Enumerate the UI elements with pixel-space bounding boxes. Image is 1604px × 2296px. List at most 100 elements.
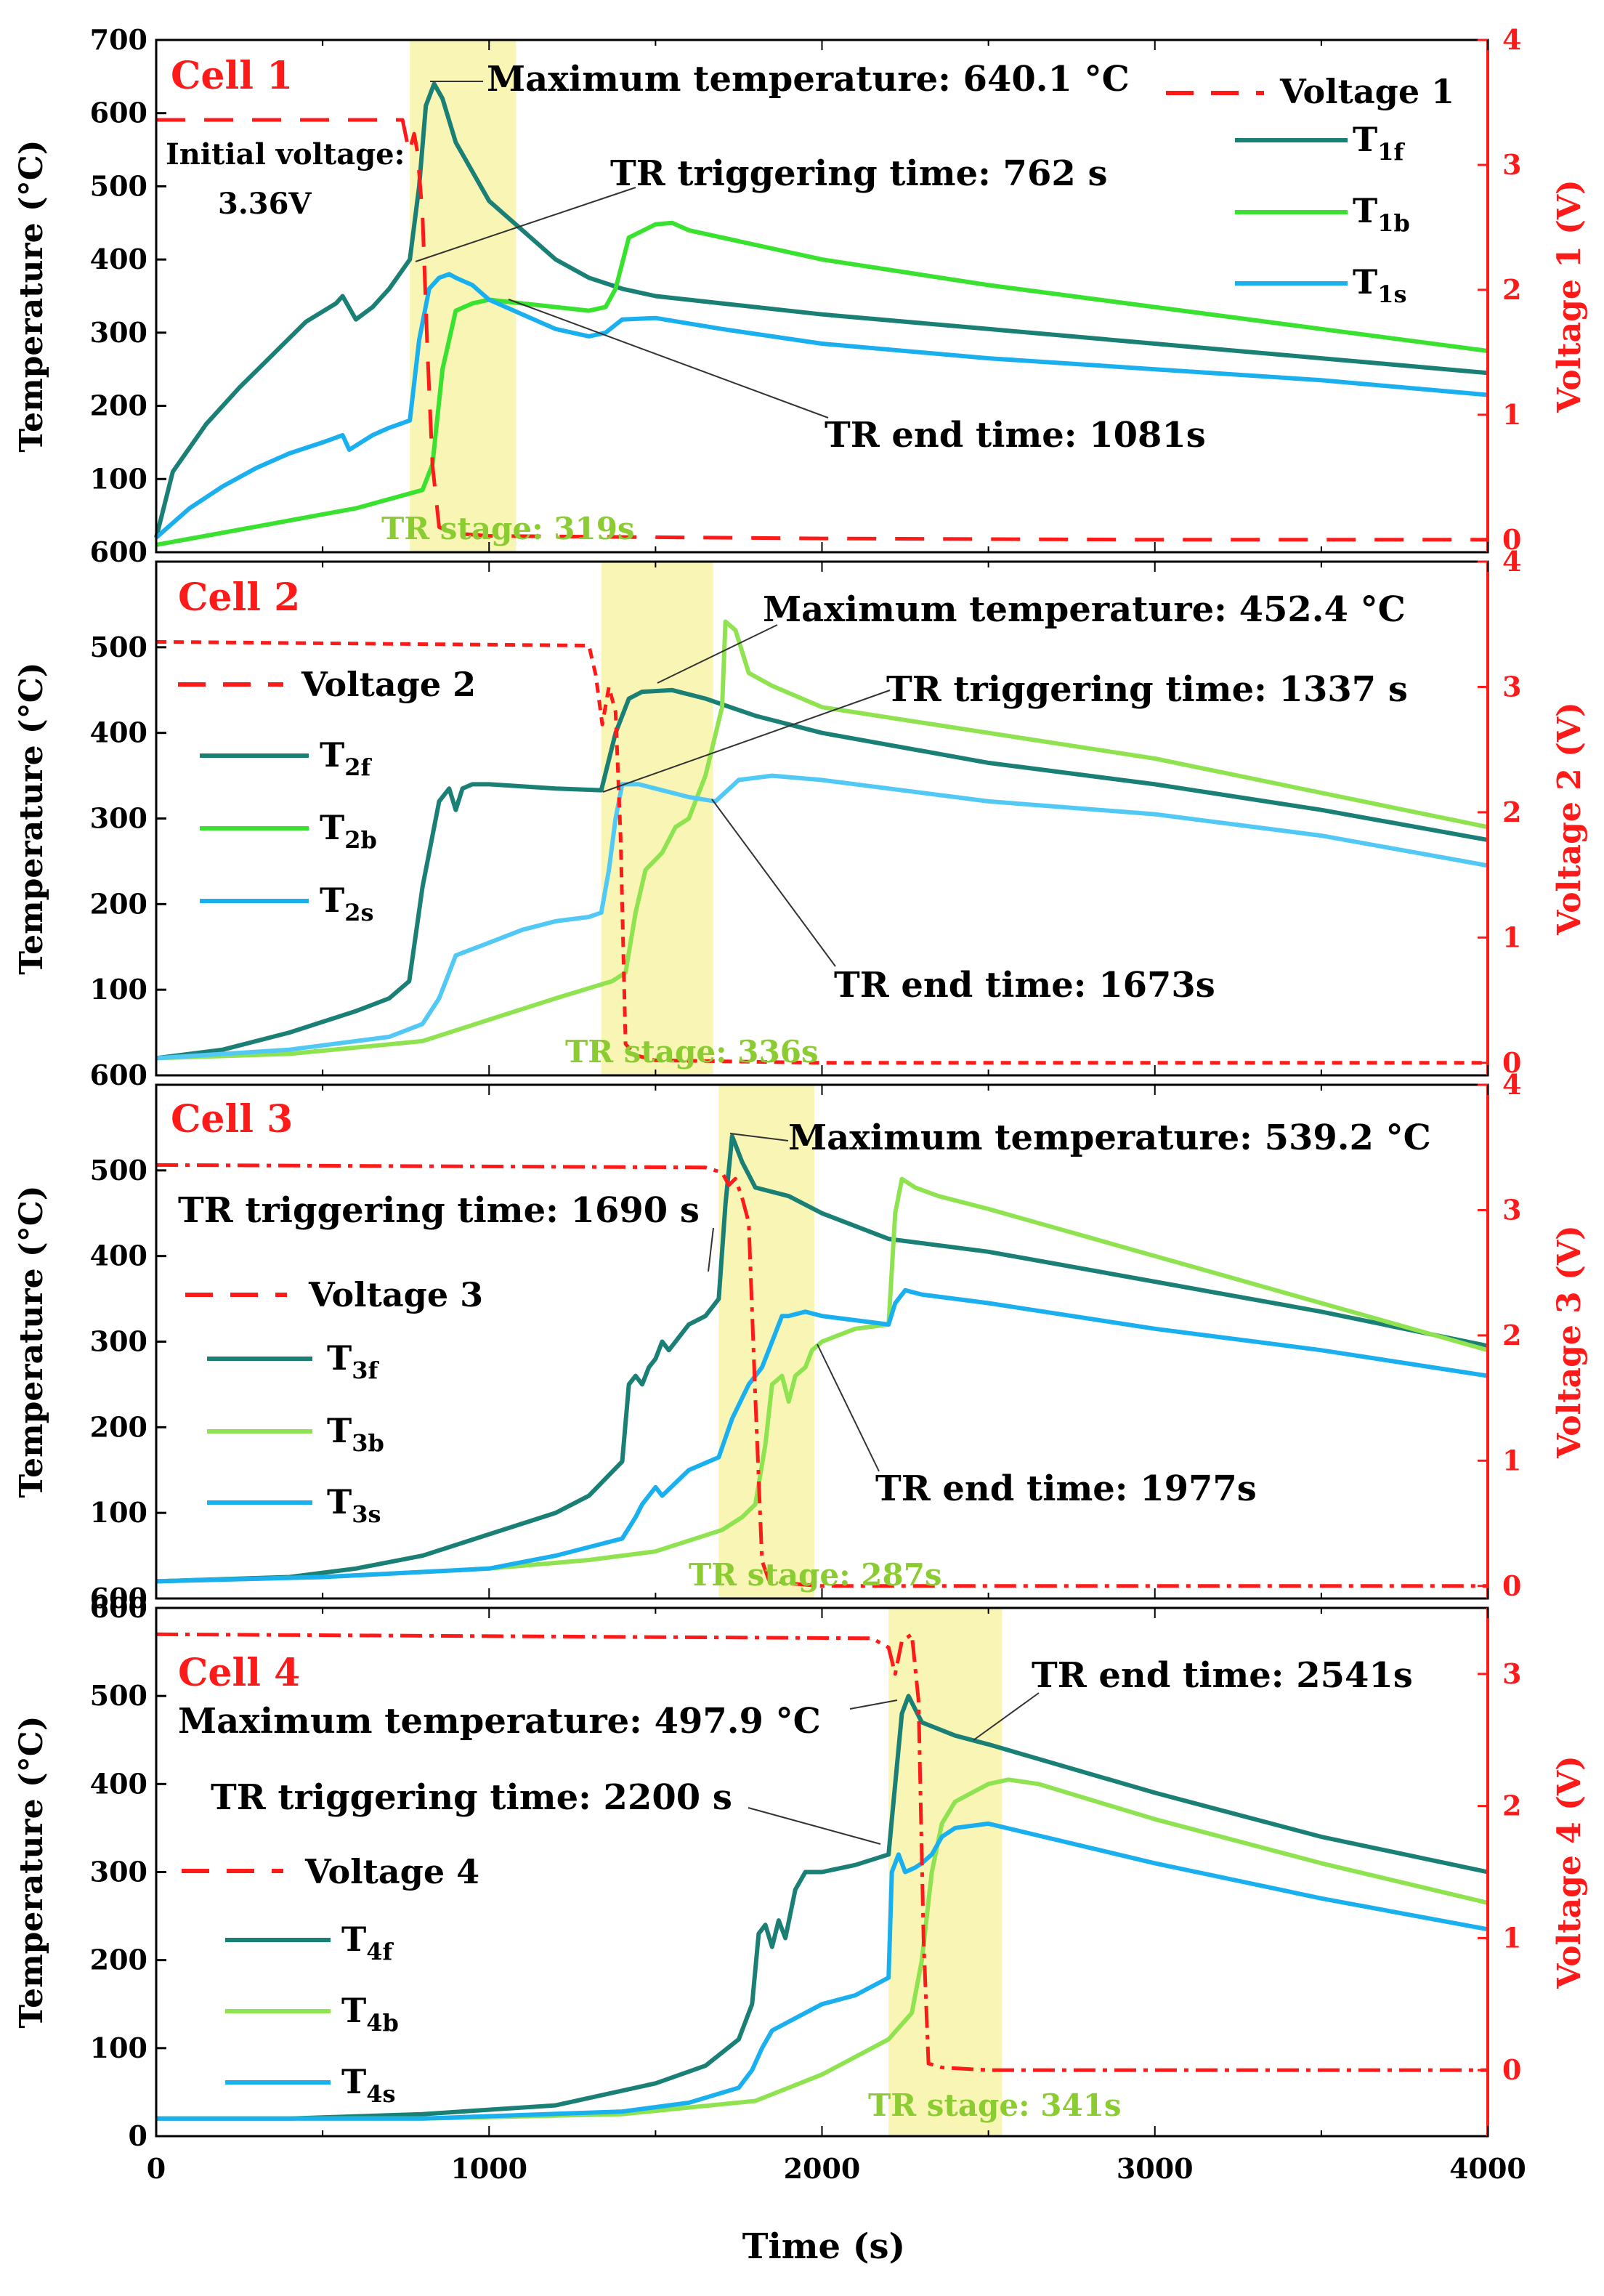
series-t4s-line <box>156 1821 1488 2121</box>
legend-1-t1b-sub: 1b <box>1377 209 1410 237</box>
legend-3-t3s-main: T <box>327 1482 352 1521</box>
cell-2-tr-trigger-label: TR triggering time: 1337 s <box>886 669 1408 710</box>
series-t1b-line <box>155 220 1488 547</box>
cell-1-tr-end-pointer <box>508 299 829 419</box>
panel-2: 600 100 200 300 400 500 0 1 2 3 4 Temperature (°C) V… <box>13 545 1588 1091</box>
panel-1-frame <box>155 39 1489 554</box>
cell-4-tr-end-pointer <box>973 1692 1040 1741</box>
series-t1s-line <box>155 272 1488 540</box>
x-tick-label: 2000 <box>784 2152 861 2185</box>
legend-2-t2b-main: T <box>320 808 344 847</box>
y-tick-label: 400 <box>90 1240 147 1272</box>
y2-tick-label: 2 <box>1502 273 1521 306</box>
cell-4-tr-end-label: TR end time: 2541s <box>1032 1655 1413 1696</box>
cell-3-tr-end-label: TR end time: 1977s <box>875 1468 1257 1509</box>
cell-3-max-temp-label: Maximum temperature: 539.2 °C <box>788 1117 1431 1158</box>
cell-4-max-temp-label: Maximum temperature: 497.9 °C <box>178 1701 821 1742</box>
legend-2-t2f-label: T2f <box>320 735 373 781</box>
y-tick-label: 700 <box>90 23 147 56</box>
legend-1: Voltage 1 T1f T1b T1s <box>1166 72 1454 308</box>
legend-1-t1f-sub: 1f <box>1377 138 1405 166</box>
panel-1-y2-axis-label: Voltage 1 (V) <box>1551 179 1588 413</box>
legend-4-t4f-label: T4f <box>341 1920 394 1965</box>
cell-1-tr-trigger-label: TR triggering time: 762 s <box>610 153 1107 194</box>
legend-3-t3b-sub: 3b <box>352 1429 384 1457</box>
y-tick-label: 600 <box>90 1591 147 1624</box>
legend-3-t3f-main: T <box>327 1338 352 1378</box>
cell-3-tr-stage-label: TR stage: 287s <box>689 1557 942 1593</box>
series-t2s-line <box>155 773 1488 1061</box>
cell-3-max-temp-pointer <box>729 1133 789 1141</box>
y2-tick-label: 3 <box>1502 670 1521 703</box>
legend-1-t1s-main: T <box>1353 262 1377 302</box>
y-tick-label: 100 <box>90 2032 147 2064</box>
y2-tick-label: 2 <box>1502 796 1521 828</box>
legend-2-voltage-label: Voltage 2 <box>301 665 476 704</box>
cell-2-tr-end-label: TR end time: 1673s <box>834 965 1215 1006</box>
cell-4-max-temp-pointer <box>849 1699 898 1710</box>
legend-2-t2s-main: T <box>320 881 344 920</box>
cell-3-tr-trigger-label: TR triggering time: 1690 s <box>178 1190 700 1231</box>
series-voltage-4-line <box>155 1632 1488 2072</box>
legend-3-t3b-main: T <box>327 1411 352 1450</box>
y2-tick-label: 1 <box>1502 921 1521 953</box>
y-tick-label: 500 <box>90 169 147 202</box>
series-voltage-2-line <box>155 639 1488 1065</box>
panels: 600 100 200 300 400 500 600 700 0 1 2 3 4 Temperature… <box>13 23 1588 2185</box>
panel-3: 600 100 200 300 400 500 0 1 2 3 4 Temperature (°C) V… <box>13 1068 1588 1614</box>
legend-4-t4s-label: T4s <box>341 2062 396 2108</box>
cell-3-title: Cell 3 <box>171 1097 293 1141</box>
y-tick-label: 400 <box>90 716 147 749</box>
y2-tick-label: 2 <box>1502 1790 1521 1822</box>
cell-2-tr-stage-label: TR stage: 336s <box>565 1034 819 1070</box>
series-t4f-line <box>156 1694 1488 2121</box>
y-tick-label: 300 <box>90 1856 147 1888</box>
legend-4-voltage-label: Voltage 4 <box>304 1852 479 1891</box>
x-axis-label: Time (s) <box>742 2226 905 2267</box>
panel-4: 600 0 100 200 300 400 500 0 1 2 3 0 1000 2000 3000 4000… <box>13 1591 1588 2185</box>
legend-4-t4s-sub: 4s <box>366 2080 395 2108</box>
series-t3f-line <box>155 1133 1488 1584</box>
y2-tick-label: 4 <box>1502 23 1521 56</box>
panel-4-y2-axis-label: Voltage 4 (V) <box>1551 1755 1588 1989</box>
series-t2b-line <box>155 619 1488 1061</box>
legend-1-voltage-label: Voltage 1 <box>1279 72 1454 111</box>
y-tick-label: 400 <box>90 243 147 275</box>
series-t2f-line <box>155 687 1488 1061</box>
legend-1-t1f-main: T <box>1353 120 1377 159</box>
panel-1-y-axis-label: Temperature (°C) <box>13 140 50 452</box>
y-tick-label: 200 <box>90 1944 147 1976</box>
legend-1-t1s-sub: 1s <box>1377 280 1406 308</box>
cell-4-tr-trigger-pointer <box>748 1807 881 1845</box>
y2-tick-label: 3 <box>1502 148 1521 181</box>
legend-4-t4f-sub: 4f <box>366 1938 394 1965</box>
y2-tick-label: 0 <box>1502 1046 1521 1079</box>
cell-1-tr-stage-label: TR stage: 319s <box>381 511 635 546</box>
y-tick-label: 500 <box>90 631 147 663</box>
legend-3-t3s-label: T3s <box>327 1482 381 1528</box>
y2-tick-label: 4 <box>1502 1068 1521 1101</box>
cell-3-tr-end-pointer <box>817 1343 880 1472</box>
x-tick-label: 4000 <box>1449 2152 1526 2185</box>
y-tick-label: 200 <box>90 1410 147 1443</box>
legend-2-t2f-main: T <box>320 735 344 775</box>
cell-2-max-temp-label: Maximum temperature: 452.4 °C <box>763 589 1406 630</box>
panel-2-frame <box>155 560 1489 1077</box>
legend-3-t3b-label: T3b <box>327 1411 384 1457</box>
cell-1-initial-voltage-value: 3.36V <box>218 187 312 221</box>
panel-2-y-axis-label: Temperature (°C) <box>13 662 50 974</box>
legend-1-t1b-main: T <box>1353 191 1377 230</box>
cell-1-tr-end-label: TR end time: 1081s <box>825 415 1206 456</box>
y-tick-label: 100 <box>90 462 147 495</box>
series-t3s-line <box>155 1288 1488 1584</box>
y-tick-label: 600 <box>90 1582 147 1614</box>
legend-4-t4b-sub: 4b <box>366 2009 399 2037</box>
panel-4-y-axis-label: Temperature (°C) <box>13 1715 50 2028</box>
y-tick-label: 100 <box>90 1496 147 1529</box>
y-tick-label: 500 <box>90 1154 147 1187</box>
legend-2: Voltage 2 T2f T2b T2s <box>178 665 476 926</box>
y-tick-label: 300 <box>90 316 147 349</box>
cell-4-tr-trigger-label: TR triggering time: 2200 s <box>211 1777 732 1818</box>
y2-tick-label: 3 <box>1502 1657 1521 1690</box>
